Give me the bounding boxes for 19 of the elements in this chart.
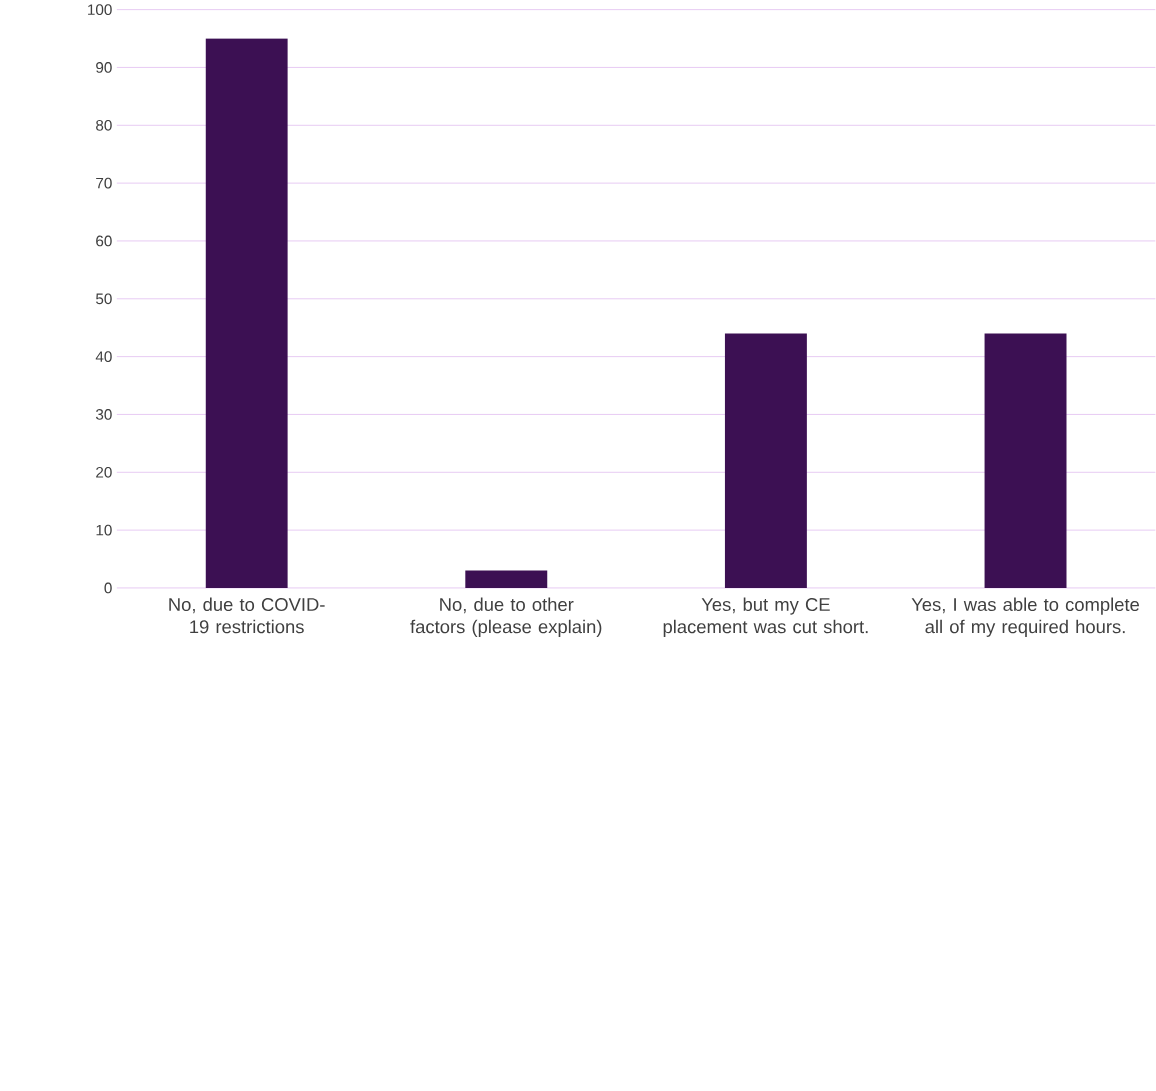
y-tick-label: 40 — [95, 351, 112, 362]
bar — [205, 38, 288, 588]
y-tick-label: 70 — [96, 177, 112, 189]
bar — [465, 570, 548, 588]
bar — [984, 333, 1067, 588]
y-tick-label: 50 — [96, 293, 112, 305]
y-tick-label: 20 — [96, 466, 112, 478]
y-tick-label: 10 — [96, 524, 112, 536]
x-tick-label: Yes, but my CE placement was cut short. — [663, 597, 868, 637]
y-tick-label: 90 — [96, 62, 112, 73]
bar — [724, 333, 807, 588]
y-tick-label: 0 — [104, 582, 112, 594]
x-tick-label: Yes, I was able to complete all of my required hours. — [911, 597, 1140, 637]
x-tick-label: No, due to COVID-19 restrictions — [169, 597, 325, 634]
y-tick-label: 80 — [96, 119, 112, 131]
y-tick-label: 100 — [88, 4, 112, 15]
x-tick-label: No, due to other factors (please explain) — [410, 597, 602, 637]
y-tick-label: 60 — [96, 235, 112, 247]
y-tick-label: 30 — [95, 409, 112, 420]
